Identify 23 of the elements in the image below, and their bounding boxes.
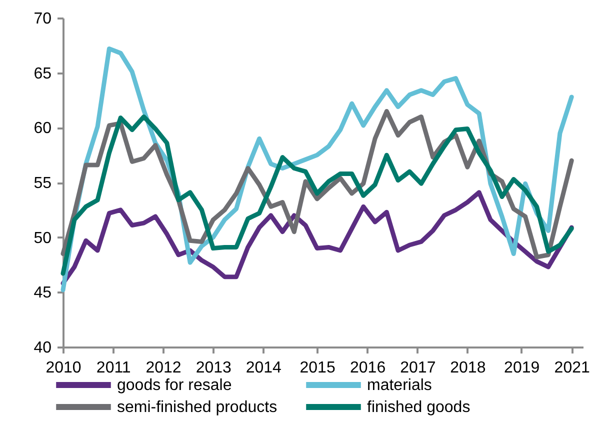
legend-label: finished goods — [367, 399, 470, 416]
x-tick-label: 2013 — [196, 360, 232, 376]
y-tick-label: 65 — [34, 65, 52, 82]
x-tick-label: 2016 — [350, 360, 386, 376]
x-tick-label: 2014 — [246, 360, 282, 376]
legend-label: materials — [367, 377, 432, 394]
y-tick-label: 45 — [34, 284, 52, 302]
x-tick-label: 2019 — [504, 360, 540, 376]
legend-label: goods for resale — [117, 377, 232, 394]
x-tick-label: 2017 — [400, 360, 436, 376]
y-tick-label: 70 — [34, 10, 52, 28]
x-tick-label: 2015 — [300, 360, 336, 376]
y-tick-label: 40 — [34, 340, 52, 356]
x-tick-label: 2021 — [554, 360, 590, 376]
x-tick-label: 2012 — [146, 360, 182, 376]
y-tick-label: 55 — [34, 175, 52, 192]
x-tick-label: 2018 — [450, 360, 486, 376]
y-tick-label: 50 — [34, 230, 52, 247]
line-series — [60, 190, 574, 286]
legend-label: semi-finished products — [117, 399, 278, 416]
x-tick-label: 2011 — [96, 360, 131, 376]
y-tick-label: 60 — [34, 120, 52, 138]
x-tick-label: 2010 — [46, 360, 82, 376]
